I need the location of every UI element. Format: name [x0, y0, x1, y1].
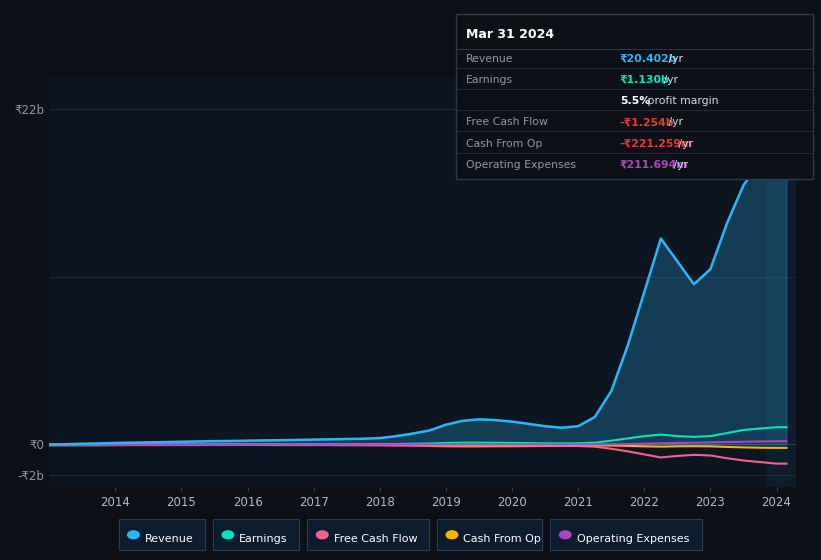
Text: /yr: /yr [659, 75, 677, 85]
Bar [767, 78, 796, 487]
Text: Earnings: Earnings [240, 534, 288, 544]
Text: Earnings: Earnings [466, 75, 512, 85]
Text: Operating Expenses: Operating Expenses [466, 160, 576, 170]
Text: /yr: /yr [665, 54, 683, 64]
Text: 5.5%: 5.5% [620, 96, 650, 106]
Text: Free Cash Flow: Free Cash Flow [333, 534, 417, 544]
Text: ₹20.402b: ₹20.402b [620, 54, 677, 64]
Text: Revenue: Revenue [466, 54, 513, 64]
Text: Cash From Op: Cash From Op [463, 534, 541, 544]
Text: /yr: /yr [670, 160, 688, 170]
Text: ₹211.694m: ₹211.694m [620, 160, 688, 170]
Text: -₹1.254b: -₹1.254b [620, 118, 674, 128]
Text: Cash From Op: Cash From Op [466, 139, 542, 149]
Text: ₹1.130b: ₹1.130b [620, 75, 670, 85]
Text: profit margin: profit margin [644, 96, 719, 106]
Text: /yr: /yr [675, 139, 693, 149]
Text: Revenue: Revenue [144, 534, 194, 544]
Text: Operating Expenses: Operating Expenses [576, 534, 689, 544]
Text: -₹221.259m: -₹221.259m [620, 139, 693, 149]
Text: Mar 31 2024: Mar 31 2024 [466, 27, 553, 40]
Text: /yr: /yr [665, 118, 683, 128]
Text: Free Cash Flow: Free Cash Flow [466, 118, 548, 128]
